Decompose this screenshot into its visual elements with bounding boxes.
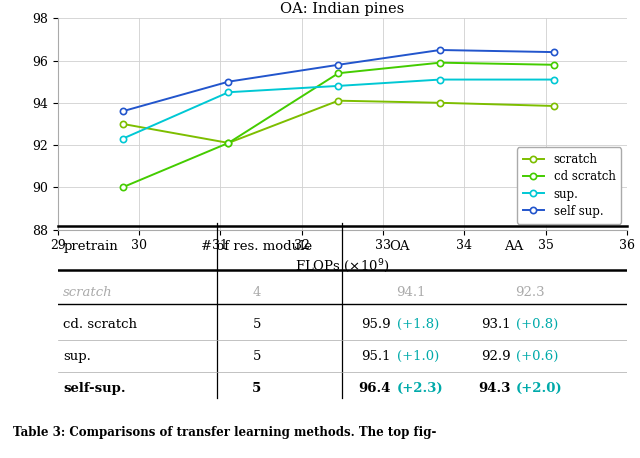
self sup. [436,47,444,53]
self sup. [335,62,342,67]
Text: 95.1: 95.1 [362,350,391,363]
scratch [550,103,558,109]
cd scratch [225,140,232,146]
Text: AA: AA [504,240,523,253]
Text: 96.4: 96.4 [358,382,391,395]
Line: cd scratch: cd scratch [120,60,557,191]
Text: (+0.6): (+0.6) [516,350,559,363]
Text: (+2.3): (+2.3) [397,382,443,395]
Text: sup.: sup. [63,350,91,363]
scratch [335,98,342,104]
sup. [335,83,342,89]
cd scratch [550,62,558,67]
Line: sup.: sup. [120,76,557,142]
Line: self sup.: self sup. [120,47,557,114]
Text: (+2.0): (+2.0) [516,382,563,395]
cd scratch [335,71,342,76]
Text: Table 3: Comparisons of transfer learning methods. The top fig-: Table 3: Comparisons of transfer learnin… [13,426,436,439]
scratch [119,121,127,127]
self sup. [550,49,558,55]
Text: (+0.8): (+0.8) [516,317,558,331]
Text: 93.1: 93.1 [481,317,511,331]
Text: pretrain: pretrain [63,240,118,253]
Text: 5: 5 [252,382,262,395]
sup. [436,77,444,82]
Title: OA: Indian pines: OA: Indian pines [280,2,404,16]
scratch [436,100,444,105]
Text: 5: 5 [253,317,261,331]
self sup. [225,79,232,84]
Text: 95.9: 95.9 [361,317,391,331]
sup. [119,136,127,142]
Text: scratch: scratch [63,285,113,299]
X-axis label: FLOPs ($\times$10$^9$): FLOPs ($\times$10$^9$) [295,258,390,275]
cd scratch [436,60,444,65]
sup. [225,89,232,95]
Text: 5: 5 [253,350,261,363]
Text: (+1.8): (+1.8) [397,317,439,331]
self sup. [119,109,127,114]
Text: (+1.0): (+1.0) [397,350,439,363]
Text: 92.3: 92.3 [516,285,545,299]
Text: cd. scratch: cd. scratch [63,317,138,331]
Line: scratch: scratch [120,98,557,146]
Text: 94.3: 94.3 [478,382,511,395]
scratch [225,140,232,146]
sup. [550,77,558,82]
Text: 4: 4 [253,285,261,299]
cd scratch [119,185,127,190]
Legend: scratch, cd scratch, sup., self sup.: scratch, cd scratch, sup., self sup. [517,147,621,224]
Text: OA: OA [389,240,410,253]
Text: 92.9: 92.9 [481,350,511,363]
Text: self-sup.: self-sup. [63,382,126,395]
Text: 94.1: 94.1 [396,285,426,299]
Text: # of res. module: # of res. module [202,240,312,253]
